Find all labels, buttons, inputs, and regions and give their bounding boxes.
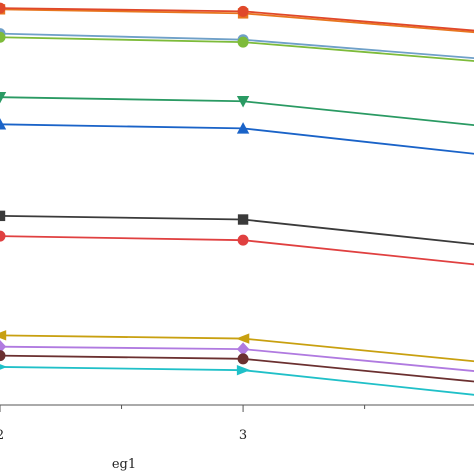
- series-9: [0, 330, 474, 363]
- series-10: [0, 339, 474, 372]
- series-2: [0, 2, 474, 32]
- series-12-point-2: [236, 364, 251, 376]
- series-7-point-1: [0, 210, 6, 222]
- series-6-point-1: [0, 118, 7, 130]
- series-6-point-2: [236, 122, 250, 134]
- series-8-point-2: [237, 234, 249, 246]
- series-9-point-1: [0, 330, 7, 341]
- series-10-point-2: [236, 342, 250, 356]
- series-5-point-1: [0, 92, 7, 104]
- series-5-point-2: [236, 96, 250, 108]
- series-11-point-1: [0, 350, 6, 362]
- x-axis: 23: [0, 404, 474, 443]
- series-12-point-1: [0, 364, 8, 370]
- series-layer: [0, 2, 474, 396]
- series-4-point-2: [237, 36, 249, 48]
- x-tick-label-3: 3: [239, 428, 247, 443]
- series-2-point-1: [0, 2, 6, 14]
- series-6: [0, 118, 474, 155]
- series-8-point-1: [0, 230, 6, 242]
- series-8-line: [0, 235, 474, 266]
- series-4: [0, 31, 474, 62]
- x-axis-title: eg1: [112, 457, 136, 472]
- x-tick-label-2: 2: [0, 428, 4, 443]
- series-7: [0, 210, 474, 246]
- series-8: [0, 230, 474, 266]
- series-2-line: [0, 7, 474, 32]
- series-9-point-2: [235, 333, 250, 344]
- series-4-line: [0, 36, 474, 62]
- series-5: [0, 92, 474, 127]
- series-7-point-2: [237, 214, 249, 225]
- series-4-point-1: [0, 31, 6, 43]
- series-7-line: [0, 214, 474, 246]
- series-5-line: [0, 96, 474, 127]
- series-12: [0, 364, 474, 396]
- series-2-point-2: [237, 5, 249, 17]
- series-10-point-1: [0, 339, 7, 354]
- series-1-line: [0, 8, 474, 34]
- series-11-point-2: [237, 353, 249, 365]
- series-11: [0, 350, 474, 383]
- series-6-line: [0, 123, 474, 155]
